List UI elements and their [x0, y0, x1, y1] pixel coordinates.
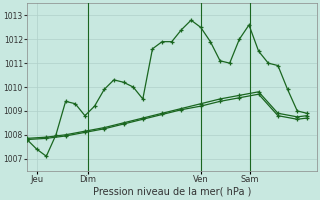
X-axis label: Pression niveau de la mer( hPa ): Pression niveau de la mer( hPa ): [92, 187, 251, 197]
